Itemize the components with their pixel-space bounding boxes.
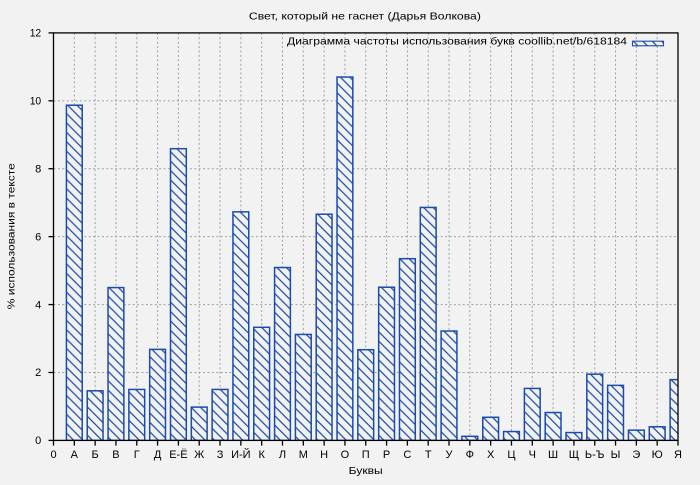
svg-text:0: 0 [35, 435, 41, 447]
svg-text:Н: Н [320, 449, 328, 461]
svg-text:П: П [362, 449, 370, 461]
svg-text:Е-Ё: Е-Ё [169, 449, 187, 461]
svg-text:Г: Г [134, 449, 140, 461]
svg-text:Л: Л [279, 449, 286, 461]
svg-text:М: М [299, 449, 308, 461]
svg-text:Ц: Ц [507, 449, 515, 461]
svg-text:Б: Б [92, 449, 99, 461]
svg-text:К: К [258, 449, 265, 461]
svg-text:Т: Т [425, 449, 432, 461]
svg-text:Ч: Ч [529, 449, 536, 461]
svg-text:Буквы: Буквы [349, 465, 383, 477]
svg-text:З: З [217, 449, 224, 461]
svg-text:С: С [403, 449, 411, 461]
svg-text:Р: Р [383, 449, 390, 461]
svg-text:О: О [341, 449, 350, 461]
svg-text:Х: Х [487, 449, 495, 461]
svg-text:% использования в тексте: % использования в тексте [6, 163, 18, 309]
svg-text:2: 2 [35, 367, 41, 379]
svg-text:Диаграмма частоты использовани: Диаграмма частоты использования букв coo… [287, 36, 627, 48]
svg-text:6: 6 [35, 231, 41, 243]
svg-text:И-Й: И-Й [231, 448, 250, 461]
svg-text:Ь-Ъ: Ь-Ъ [585, 449, 605, 461]
svg-text:10: 10 [30, 96, 42, 108]
svg-text:Э: Э [632, 449, 640, 461]
svg-text:12: 12 [30, 28, 42, 40]
svg-text:Свет, который не гаснет (Дарья: Свет, который не гаснет (Дарья Волкова) [249, 10, 481, 22]
svg-text:А: А [71, 449, 79, 461]
svg-text:Ф: Ф [466, 449, 474, 461]
svg-text:Ж: Ж [194, 449, 204, 461]
svg-text:8: 8 [35, 163, 41, 175]
svg-text:4: 4 [35, 299, 41, 311]
svg-text:Ш: Ш [548, 449, 558, 461]
svg-text:Ы: Ы [611, 449, 621, 461]
svg-text:Ю: Ю [652, 449, 663, 461]
svg-text:Щ: Щ [569, 449, 579, 461]
svg-text:В: В [112, 449, 119, 461]
svg-text:Я: Я [674, 449, 682, 461]
svg-text:У: У [446, 449, 454, 461]
svg-text:Д: Д [154, 449, 162, 461]
svg-text:0: 0 [50, 449, 56, 461]
